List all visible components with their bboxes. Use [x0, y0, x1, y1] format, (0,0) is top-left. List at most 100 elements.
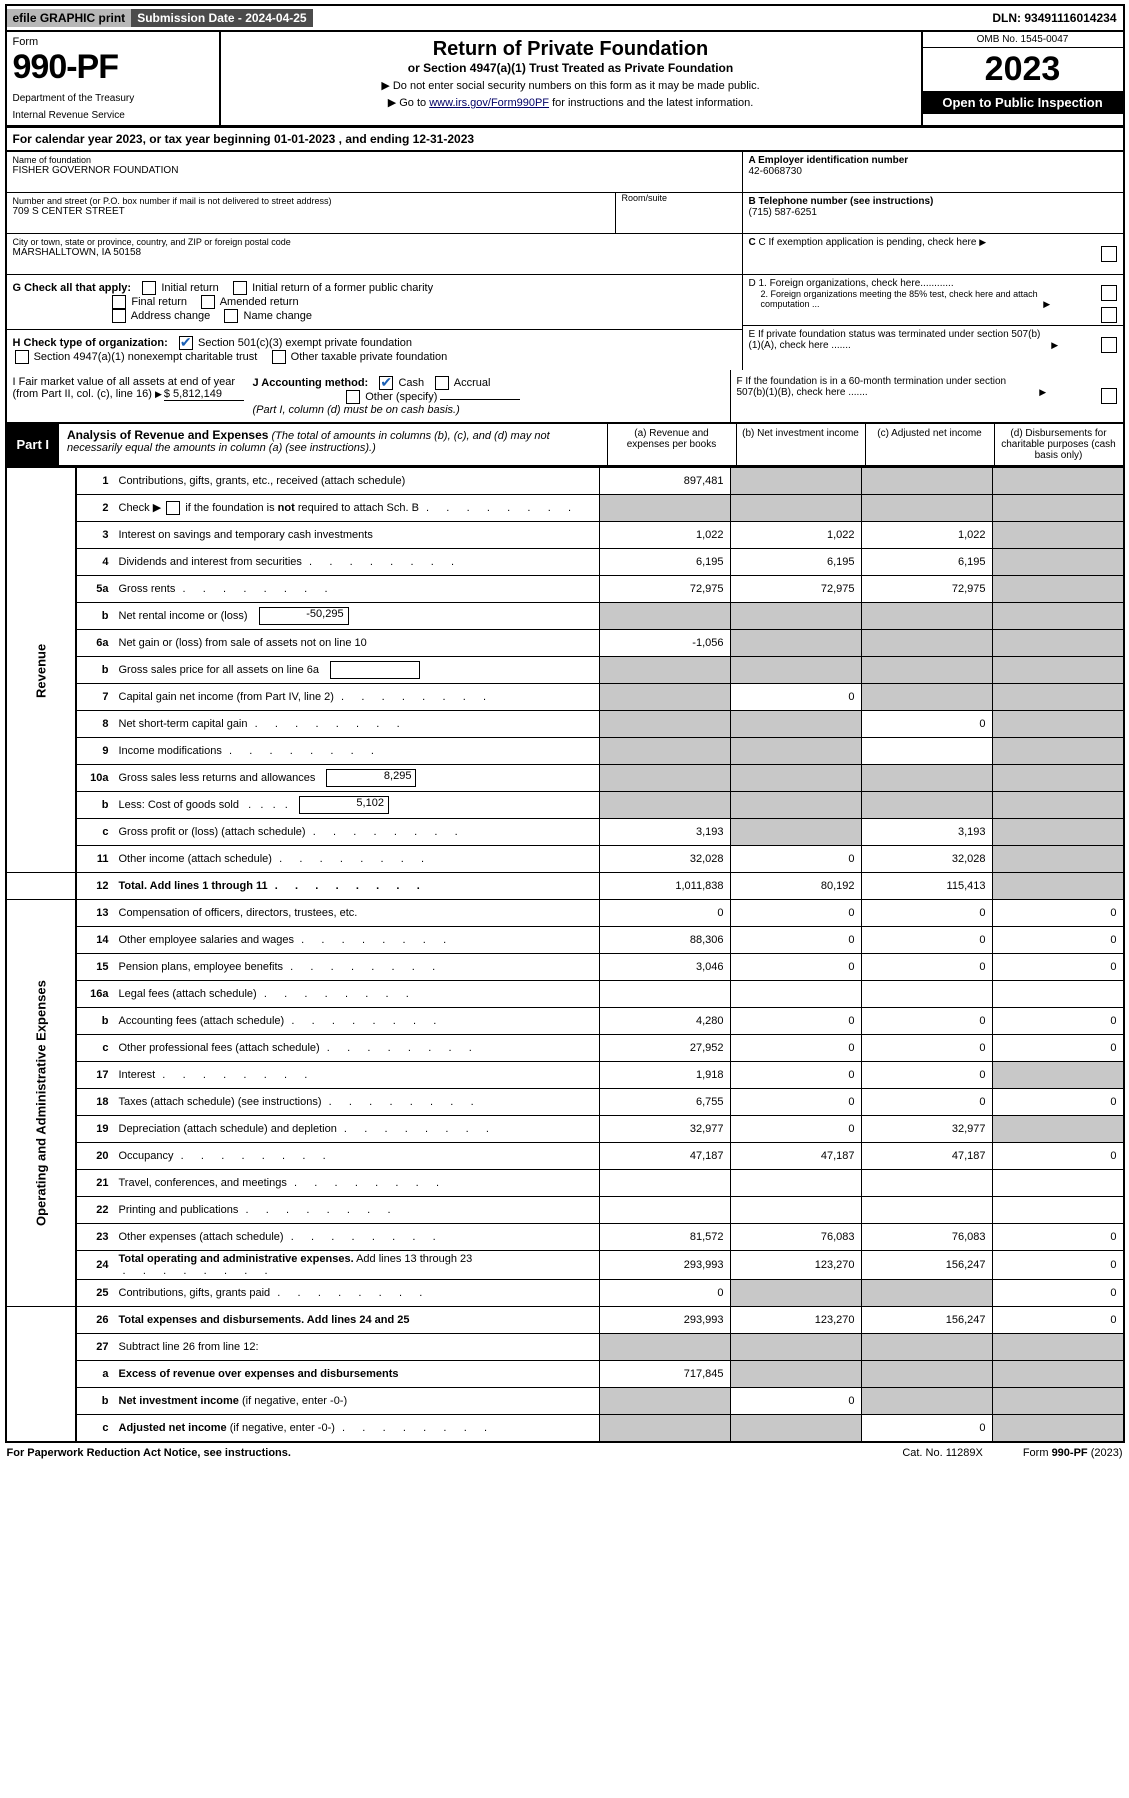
r27a-num: a [76, 1361, 115, 1388]
row-25: 25 Contributions, gifts, grants paid 0 0 [6, 1280, 1124, 1307]
efile-label[interactable]: efile GRAPHIC print [7, 9, 132, 27]
r15-c: 0 [861, 954, 992, 981]
chk-address-change[interactable] [112, 309, 126, 323]
r11-num: 11 [76, 846, 115, 873]
chk-accrual[interactable] [435, 376, 449, 390]
chk-amended-return[interactable] [201, 295, 215, 309]
r16b-d: 0 [992, 1008, 1124, 1035]
r5a-desc: Gross rents [115, 576, 600, 603]
r9-num: 9 [76, 738, 115, 765]
chk-501c3[interactable] [179, 336, 193, 350]
r23-a: 81,572 [599, 1224, 730, 1251]
r1-a: 897,481 [599, 468, 730, 495]
chk-d1[interactable] [1101, 285, 1117, 301]
footer-form: Form 990-PF (2023) [1023, 1447, 1123, 1459]
r18-b: 0 [730, 1089, 861, 1116]
r15-d: 0 [992, 954, 1124, 981]
r14-a: 88,306 [599, 927, 730, 954]
r26-d: 0 [992, 1307, 1124, 1334]
r3-num: 3 [76, 522, 115, 549]
r10a-box: 8,295 [326, 769, 416, 787]
open-public: Open to Public Inspection [923, 91, 1123, 114]
header-right: OMB No. 1545-0047 2023 Open to Public In… [921, 32, 1123, 125]
r4-num: 4 [76, 549, 115, 576]
chk-initial-return[interactable] [142, 281, 156, 295]
chk-cash[interactable] [379, 376, 393, 390]
e-cell: E If private foundation status was termi… [743, 326, 1123, 364]
b-cell: B Telephone number (see instructions) (7… [743, 193, 1123, 234]
chk-name-change[interactable] [224, 309, 238, 323]
chk-other[interactable] [346, 390, 360, 404]
j-label: J Accounting method: [253, 377, 369, 389]
row-5a: 5a Gross rents 72,975 72,975 72,975 [6, 576, 1124, 603]
r24-num: 24 [76, 1251, 115, 1280]
r24-a: 293,993 [599, 1251, 730, 1280]
r19-desc: Depreciation (attach schedule) and deple… [115, 1116, 600, 1143]
r10a-num: 10a [76, 765, 115, 792]
r20-desc: Occupancy [115, 1143, 600, 1170]
r1-desc: Contributions, gifts, grants, etc., rece… [115, 468, 600, 495]
chk-d2[interactable] [1101, 307, 1117, 323]
col-d-head: (d) Disbursements for charitable purpose… [994, 424, 1123, 465]
row-8: 8 Net short-term capital gain 0 [6, 711, 1124, 738]
chk-f[interactable] [1101, 388, 1117, 404]
row-27b: b Net investment income (if negative, en… [6, 1388, 1124, 1415]
r21-num: 21 [76, 1170, 115, 1197]
arrow-icon-f [1039, 387, 1048, 398]
room-label: Room/suite [622, 193, 742, 203]
r18-desc: Taxes (attach schedule) (see instruction… [115, 1089, 600, 1116]
r24-desc: Total operating and administrative expen… [115, 1251, 600, 1280]
r23-desc: Other expenses (attach schedule) [115, 1224, 600, 1251]
r5a-num: 5a [76, 576, 115, 603]
chk-initial-former[interactable] [233, 281, 247, 295]
row-14: 14 Other employee salaries and wages 88,… [6, 927, 1124, 954]
form-label: Form [13, 36, 213, 48]
r8-c: 0 [861, 711, 992, 738]
r27-desc: Subtract line 26 from line 12: [115, 1334, 600, 1361]
info-left: Name of foundation FISHER GOVERNOR FOUND… [7, 152, 743, 370]
r17-num: 17 [76, 1062, 115, 1089]
r24-c: 156,247 [861, 1251, 992, 1280]
r21-desc: Travel, conferences, and meetings [115, 1170, 600, 1197]
r4-b: 6,195 [730, 549, 861, 576]
r7-b: 0 [730, 684, 861, 711]
omb-number: OMB No. 1545-0047 [923, 32, 1123, 48]
row-5b: b Net rental income or (loss) -50,295 [6, 603, 1124, 630]
r2-num: 2 [76, 495, 115, 522]
irs-link[interactable]: www.irs.gov/Form990PF [429, 97, 549, 109]
chk-c[interactable] [1101, 246, 1117, 262]
r27c-num: c [76, 1415, 115, 1443]
r16c-d: 0 [992, 1035, 1124, 1062]
chk-4947[interactable] [15, 350, 29, 364]
chk-final-return[interactable] [112, 295, 126, 309]
r12-num: 12 [76, 873, 115, 900]
row-10a: 10a Gross sales less returns and allowan… [6, 765, 1124, 792]
row-16a: 16a Legal fees (attach schedule) [6, 981, 1124, 1008]
r3-b: 1,022 [730, 522, 861, 549]
r15-b: 0 [730, 954, 861, 981]
r26-desc: Total expenses and disbursements. Add li… [115, 1307, 600, 1334]
j-note: (Part I, column (d) must be on cash basi… [253, 404, 460, 416]
row-16c: c Other professional fees (attach schedu… [6, 1035, 1124, 1062]
h-opt-1: Section 501(c)(3) exempt private foundat… [198, 337, 412, 349]
r17-c: 0 [861, 1062, 992, 1089]
r10b-desc: Less: Cost of goods sold . . . . 5,102 [115, 792, 600, 819]
part1-title-text: Analysis of Revenue and Expenses [67, 428, 268, 442]
chk-other-taxable[interactable] [272, 350, 286, 364]
arrow-icon [979, 237, 988, 248]
r27b-desc: Net investment income (if negative, ente… [115, 1388, 600, 1415]
r17-b: 0 [730, 1062, 861, 1089]
r6b-num: b [76, 657, 115, 684]
chk-sch-b[interactable] [166, 501, 180, 515]
r13-c: 0 [861, 900, 992, 927]
r16a-num: 16a [76, 981, 115, 1008]
r6a-desc: Net gain or (loss) from sale of assets n… [115, 630, 600, 657]
r7-num: 7 [76, 684, 115, 711]
fmv-val: $ 5,812,149 [164, 388, 244, 401]
r14-c: 0 [861, 927, 992, 954]
chk-e[interactable] [1101, 337, 1117, 353]
r20-num: 20 [76, 1143, 115, 1170]
r8-num: 8 [76, 711, 115, 738]
r14-d: 0 [992, 927, 1124, 954]
r22-num: 22 [76, 1197, 115, 1224]
